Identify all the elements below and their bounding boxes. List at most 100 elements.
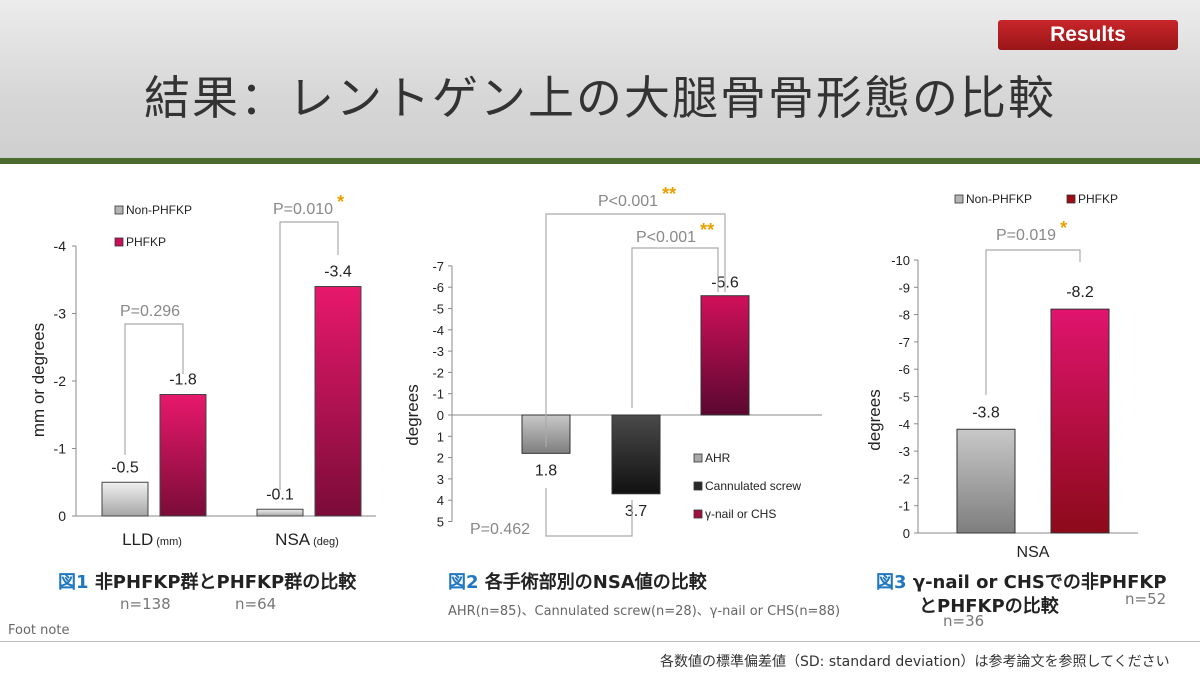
fig2-y-tick-label: 2 — [437, 451, 444, 466]
fig2-y-tick-label: 0 — [437, 408, 444, 423]
fig1-legend-label: Non-PHFKP — [126, 203, 192, 217]
fig2-y-axis-title: degrees — [403, 384, 422, 445]
fig1-y-tick-label: -2 — [54, 373, 67, 389]
fig2-caption-text: 各手術部別のNSA値の比較 — [484, 572, 707, 593]
fig1-y-axis-title: mm or degrees — [29, 323, 48, 437]
fig1-bracket-lld — [124, 323, 184, 455]
fig2-annotation-2-text: P<0.001 ** — [636, 220, 714, 246]
fig2-y-tick-label: 1 — [437, 429, 444, 444]
fig1-bar-phfkp — [159, 394, 207, 517]
fig3-n-left: n=36 — [943, 612, 985, 630]
fig3-y-tick-label: -8 — [898, 308, 910, 323]
fig2-legend-label: γ-nail or CHS — [705, 507, 776, 521]
fig2-label: 図2 — [448, 572, 479, 593]
fig3-y-tick-label: -5 — [898, 390, 910, 405]
fig1-bar-phfkp — [314, 286, 362, 517]
fig3-annotation-significance-stars: * — [1060, 218, 1067, 238]
chart-fig2: -7-6-5-4-3-2-1012345degrees1.83.7-5.6AHR… — [403, 184, 822, 538]
fig2-bracket-ahr-gamma — [545, 213, 726, 447]
fig2-annotation-1-significance-stars: ** — [662, 184, 676, 204]
fig2-bar-value-label: 3.7 — [625, 503, 647, 520]
fig2-y-tick-label: -7 — [432, 259, 444, 274]
fig3-bar-phfkp — [1050, 308, 1110, 534]
fig1-annotation-nsa-significance-stars: * — [337, 192, 344, 212]
fig1-legend-swatch — [114, 237, 124, 247]
fig2-y-tick-label: -6 — [432, 280, 444, 295]
fig1-bar-value-label: -3.4 — [324, 264, 352, 281]
fig1-caption-text: 非PHFKP群とPHFKP群の比較 — [94, 572, 357, 593]
fig3-bar-value-label: -3.8 — [972, 404, 1000, 421]
results-badge: Results — [998, 20, 1178, 50]
fig3-bracket — [985, 249, 1081, 395]
fig3-legend-label: PHFKP — [1078, 192, 1118, 206]
fig2-caption: 図2 各手術部別のNSA値の比較 — [448, 568, 707, 594]
fig2-legend-label: Cannulated screw — [705, 479, 801, 493]
fig1-caption: 図1 非PHFKP群とPHFKP群の比較 — [58, 568, 356, 594]
fig2-legend-swatch — [693, 509, 703, 519]
fig1-bar-value-label: -0.5 — [111, 459, 139, 476]
fig2-legend-swatch — [693, 481, 703, 491]
fig1-annotation-nsa-text: P=0.010 * — [273, 192, 344, 218]
foot-note-label: Foot note — [8, 623, 70, 638]
fig3-y-tick-label: -3 — [898, 444, 910, 459]
fig3-y-tick-label: 0 — [903, 526, 910, 541]
fig3-y-tick-label: -9 — [898, 280, 910, 295]
fig2-y-tick-label: 3 — [437, 472, 444, 487]
fig3-legend-swatch — [954, 194, 964, 204]
fig1-category-unit: (mm) — [156, 536, 182, 548]
fig1-legend-label: PHFKP — [126, 235, 166, 249]
fig3-caption-text-1: γ-nail or CHSでの非PHFKP — [912, 572, 1167, 593]
fig1-category-unit: (deg) — [313, 536, 339, 548]
fig1-bracket-nsa — [279, 221, 339, 490]
fig1-bar-non-phfkp — [101, 481, 149, 517]
fig2-annotation-2-significance-stars: ** — [700, 220, 714, 240]
fig3-y-tick-label: -10 — [891, 253, 910, 268]
fig3-bar-non-phfkp — [956, 428, 1016, 534]
fig2-y-tick-label: -5 — [432, 302, 444, 317]
fig1-category-label: LLD (mm) — [122, 530, 182, 549]
fig2-bar-value-label: 1.8 — [535, 462, 557, 479]
fig2-y-tick-label: 4 — [437, 493, 444, 508]
fig2-note: AHR(n=85)、Cannulated screw(n=28)、γ-nail … — [448, 604, 841, 619]
chart-fig3: 0 -1 -2 -3 -4 -5 -6 -7 -8 -9 -10 degrees -3.8 -8.2 NSA… — [865, 192, 1138, 561]
fig2-legend-label: AHR — [705, 451, 731, 465]
fig1-n-left: n=138 — [120, 595, 171, 613]
fig1-y-tick-label: -4 — [54, 238, 67, 254]
fig2-bar-1 — [611, 414, 661, 495]
fig3-bar-value-label: -8.2 — [1066, 284, 1094, 301]
footer-divider — [0, 641, 1200, 642]
fig3-category-label: NSA — [1017, 544, 1050, 561]
fig2-bar-2 — [700, 295, 750, 416]
fig2-y-tick-label: -2 — [432, 365, 444, 380]
fig3-y-tick-label: -6 — [898, 362, 910, 377]
fig2-annotation-3-text: P=0.462 — [470, 521, 530, 538]
fig1-y-tick-label: -1 — [54, 441, 67, 457]
fig1-bar-value-label: -1.8 — [169, 372, 197, 389]
fig2-y-tick-label: -1 — [432, 387, 444, 402]
fig3-legend-swatch — [1066, 194, 1076, 204]
fig2-annotation-1-text: P<0.001 ** — [598, 184, 676, 210]
fig3-caption-line1: 図3 γ-nail or CHSでの非PHFKP — [876, 568, 1167, 594]
fig2-y-tick-label: 5 — [437, 515, 444, 530]
fig1-annotation-lld-text: P=0.296 — [120, 303, 180, 320]
fig2-y-tick-label: -3 — [432, 344, 444, 359]
fig1-label: 図1 — [58, 572, 89, 593]
fig1-bar-value-label: -0.1 — [266, 486, 294, 503]
page-title: 結果：レントゲン上の大腿骨骨形態の比較 — [144, 71, 1056, 125]
fig3-label: 図3 — [876, 572, 907, 593]
fig2-y-tick-label: -4 — [432, 323, 444, 338]
chart-fig1: 0 -1 -2 -3 -4 mm or degrees -0.5 -1.8 LLD (mm) -0.… — [29, 192, 376, 549]
fig3-annotation-text: P=0.019 * — [996, 218, 1067, 244]
fig3-y-tick-label: -1 — [898, 499, 910, 514]
fig2-bracket-cs-gamma — [631, 247, 719, 408]
fig1-bar-non-phfkp — [256, 508, 304, 517]
fig1-category-label: NSA (deg) — [275, 530, 339, 549]
fig1-n-right: n=64 — [235, 595, 277, 613]
fig1-y-tick-label: 0 — [58, 508, 66, 524]
fig1-legend-swatch — [114, 205, 124, 215]
fig3-y-tick-label: -4 — [898, 417, 910, 432]
fig3-y-tick-label: -7 — [898, 335, 910, 350]
fig2-legend-swatch — [693, 453, 703, 463]
fig3-y-axis-title: degrees — [865, 389, 884, 450]
